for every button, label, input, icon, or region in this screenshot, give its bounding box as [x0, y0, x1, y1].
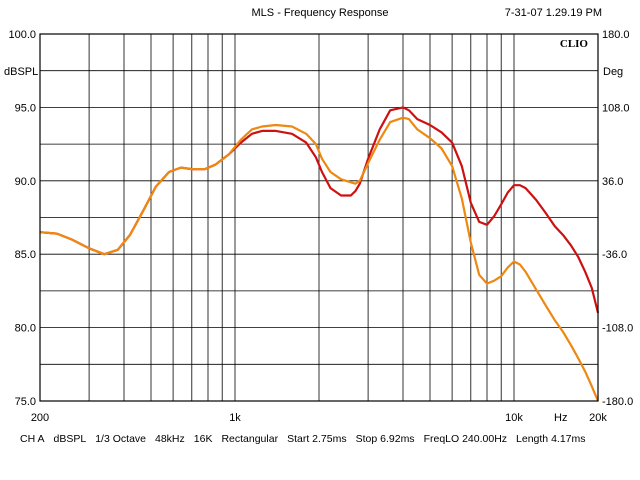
setting-1: dBSPL	[53, 433, 87, 445]
y-tick-label-right: 108.0	[602, 102, 630, 114]
setting-4: 16K	[193, 433, 213, 445]
y-tick-label-left: 85.0	[15, 249, 36, 261]
x-tick-label: 10k	[505, 412, 523, 424]
x-axis-unit-label: Hz	[554, 412, 568, 424]
series-group	[39, 106, 600, 402]
x-tick-label: 1k	[229, 412, 241, 424]
setting-9: Length 4.17ms	[516, 433, 586, 445]
y-axis-label-left: dBSPL	[4, 66, 39, 78]
setting-8: FreqLO 240.00Hz	[423, 433, 508, 445]
y-tick-label-left: 80.0	[15, 323, 36, 335]
y-tick-label-right: -36.0	[602, 249, 627, 261]
x-tick-label: 200	[31, 412, 49, 424]
grid	[40, 34, 598, 401]
x-tick-label: 20k	[589, 412, 607, 424]
y-tick-label-right: 36.0	[602, 176, 623, 188]
y-tick-label-right: 180.0	[602, 29, 630, 41]
y-tick-label-left: 100.0	[8, 29, 36, 41]
setting-7: Stop 6.92ms	[355, 433, 415, 445]
y-tick-label-left: 75.0	[15, 396, 36, 408]
setting-6: Start 2.75ms	[287, 433, 347, 445]
measurement-settings-bar: CH A dBSPL 1/3 Octave 48kHz 16K Rectangular St…	[20, 433, 595, 445]
setting-2: 1/3 Octave	[95, 433, 146, 445]
setting-0: CH A	[20, 433, 45, 445]
y-tick-label-left: 90.0	[15, 176, 36, 188]
tick-labels: 100.0 95.0 90.0 85.0 80.0 75.0 180.0 108.0 36.0 -…	[8, 29, 633, 424]
plot-frame	[39, 33, 599, 402]
y-tick-label-left: 95.0	[15, 102, 36, 114]
setting-5: Rectangular	[221, 433, 279, 445]
y-tick-label-right: -180.0	[602, 396, 633, 408]
setting-3: 48kHz	[155, 433, 185, 445]
series-line-2	[39, 116, 600, 402]
chart-title: MLS - Frequency Response	[251, 7, 389, 19]
clio-logo: CLIO	[560, 38, 589, 50]
timestamp: 7-31-07 1.29.19 PM	[504, 7, 602, 19]
y-tick-label-right: -108.0	[602, 323, 633, 335]
y-axis-label-right: Deg	[603, 66, 624, 78]
